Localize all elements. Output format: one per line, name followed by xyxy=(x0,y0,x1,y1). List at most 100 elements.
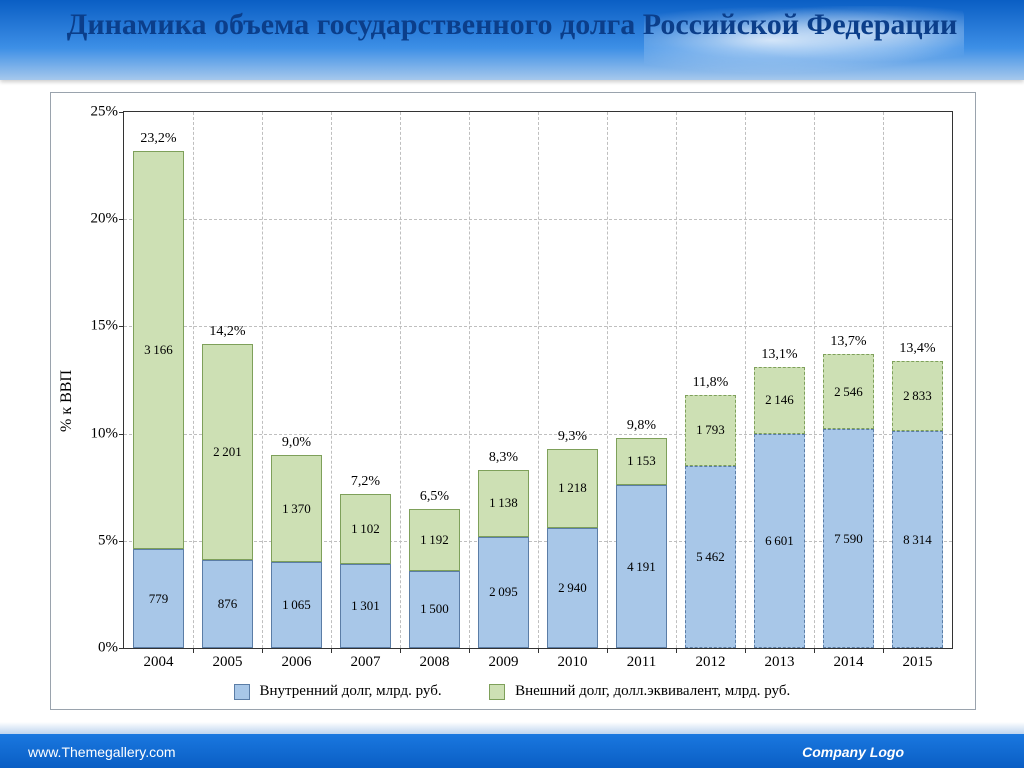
bar-total-label: 13,1% xyxy=(761,347,797,363)
x-tick xyxy=(538,648,539,653)
bar-label-external: 2 546 xyxy=(834,384,863,400)
y-tick-label: 25% xyxy=(91,104,125,121)
y-tick-label: 10% xyxy=(91,425,125,442)
bar-label-domestic: 5 462 xyxy=(696,549,725,565)
grid-vertical xyxy=(538,112,539,648)
bar-label-external: 1 102 xyxy=(351,521,380,537)
legend-label-external: Внешний долг, долл.эквивалент, млрд. руб… xyxy=(515,683,790,699)
bar-total-label: 23,2% xyxy=(140,131,176,147)
swatch-domestic xyxy=(234,684,250,700)
footer-bar: www.Themegallery.com Company Logo xyxy=(0,734,1024,768)
x-tick xyxy=(676,648,677,653)
bar-total-label: 9,8% xyxy=(627,418,656,434)
x-tick xyxy=(193,648,194,653)
bar-label-domestic: 876 xyxy=(218,596,238,612)
x-tick xyxy=(469,648,470,653)
y-tick-label: 5% xyxy=(98,532,124,549)
chart-inner: 0%5%10%15%20%25%7793 16623,2%20048762 20… xyxy=(123,111,953,649)
bar-group: 1 301 1 102 7,2% xyxy=(340,112,391,648)
grid-vertical xyxy=(193,112,194,648)
x-tick xyxy=(814,648,815,653)
x-category-label: 2013 xyxy=(765,648,795,671)
bar-label-external: 1 793 xyxy=(696,422,725,438)
bar-label-external: 1 153 xyxy=(627,453,656,469)
bar-total-label: 14,2% xyxy=(209,324,245,340)
bar-label-domestic: 1 500 xyxy=(420,601,449,617)
grid-vertical xyxy=(607,112,608,648)
bar-label-domestic: 1 065 xyxy=(282,597,311,613)
bar-label-external: 3 166 xyxy=(144,342,173,358)
y-tick-label: 0% xyxy=(98,640,124,657)
x-category-label: 2004 xyxy=(143,648,173,671)
x-tick xyxy=(607,648,608,653)
y-axis-title: % к ВВП xyxy=(58,370,76,432)
legend-item-external: Внешний долг, долл.эквивалент, млрд. руб… xyxy=(489,683,790,700)
plot-area: 0%5%10%15%20%25%7793 16623,2%20048762 20… xyxy=(123,111,953,649)
chart-frame: % к ВВП 0% 5% 10% 15% 20% 25% 779 3 166 23,2% 200… xyxy=(50,92,976,710)
bar-group: 1 065 1 370 9,0% xyxy=(271,112,322,648)
bar-group: 876 2 201 14,2% xyxy=(202,112,253,648)
swatch-external xyxy=(489,684,505,700)
x-category-label: 2012 xyxy=(696,648,726,671)
x-tick xyxy=(400,648,401,653)
bar-label-external: 1 192 xyxy=(420,532,449,548)
bar-label-domestic: 2 940 xyxy=(558,580,587,596)
footer-url: www.Themegallery.com xyxy=(28,744,176,760)
bar-total-label: 7,2% xyxy=(351,474,380,490)
slide-root: Динамика объема государственного долга Р… xyxy=(0,0,1024,768)
bar-label-domestic: 4 191 xyxy=(627,559,656,575)
x-category-label: 2007 xyxy=(351,648,381,671)
legend-label-domestic: Внутренний долг, млрд. руб. xyxy=(260,683,442,699)
x-category-label: 2015 xyxy=(903,648,933,671)
bar-group: 2 940 1 218 9,3% xyxy=(547,112,598,648)
bar-group: 4 191 1 153 9,8% xyxy=(616,112,667,648)
bar-label-external: 1 370 xyxy=(282,501,311,517)
bar-group: 5 462 1 793 11,8% xyxy=(685,112,736,648)
footer-logo: Company Logo xyxy=(802,744,904,760)
grid-vertical xyxy=(814,112,815,648)
bar-total-label: 9,0% xyxy=(282,435,311,451)
y-tick-label: 20% xyxy=(91,211,125,228)
bar-label-domestic: 7 590 xyxy=(834,531,863,547)
bar-label-external: 1 138 xyxy=(489,495,518,511)
bar-label-domestic: 779 xyxy=(149,591,169,607)
legend: Внутренний долг, млрд. руб. Внешний долг… xyxy=(50,683,974,700)
bar-group: 779 3 166 23,2% xyxy=(133,112,184,648)
bar-group: 1 500 1 192 6,5% xyxy=(409,112,460,648)
bar-total-label: 13,7% xyxy=(830,334,866,350)
x-tick xyxy=(331,648,332,653)
bar-group: 6 601 2 146 13,1% xyxy=(754,112,805,648)
bar-label-external: 2 201 xyxy=(213,444,242,460)
grid-vertical xyxy=(331,112,332,648)
bar-group: 2 095 1 138 8,3% xyxy=(478,112,529,648)
bar-label-external: 1 218 xyxy=(558,480,587,496)
y-tick-label: 15% xyxy=(91,318,125,335)
x-category-label: 2005 xyxy=(213,648,243,671)
bar-total-label: 9,3% xyxy=(558,429,587,445)
bar-total-label: 6,5% xyxy=(420,489,449,505)
x-tick xyxy=(262,648,263,653)
bar-total-label: 13,4% xyxy=(899,341,935,357)
bar-label-domestic: 6 601 xyxy=(765,533,794,549)
x-category-label: 2011 xyxy=(627,648,656,671)
x-category-label: 2014 xyxy=(834,648,864,671)
grid-vertical xyxy=(745,112,746,648)
bar-total-label: 8,3% xyxy=(489,450,518,466)
x-category-label: 2006 xyxy=(282,648,312,671)
legend-item-domestic: Внутренний долг, млрд. руб. xyxy=(234,683,442,700)
x-category-label: 2008 xyxy=(420,648,450,671)
grid-vertical xyxy=(883,112,884,648)
bar-group: 8 314 2 833 13,4% xyxy=(892,112,943,648)
bar-label-domestic: 2 095 xyxy=(489,584,518,600)
bar-label-domestic: 8 314 xyxy=(903,532,932,548)
bar-label-domestic: 1 301 xyxy=(351,598,380,614)
x-category-label: 2010 xyxy=(558,648,588,671)
grid-vertical xyxy=(400,112,401,648)
grid-vertical xyxy=(469,112,470,648)
bar-total-label: 11,8% xyxy=(693,375,729,391)
grid-vertical xyxy=(676,112,677,648)
x-tick xyxy=(883,648,884,653)
slide-title: Динамика объема государственного долга Р… xyxy=(0,8,1024,43)
bar-label-external: 2 833 xyxy=(903,388,932,404)
bar-label-external: 2 146 xyxy=(765,392,794,408)
